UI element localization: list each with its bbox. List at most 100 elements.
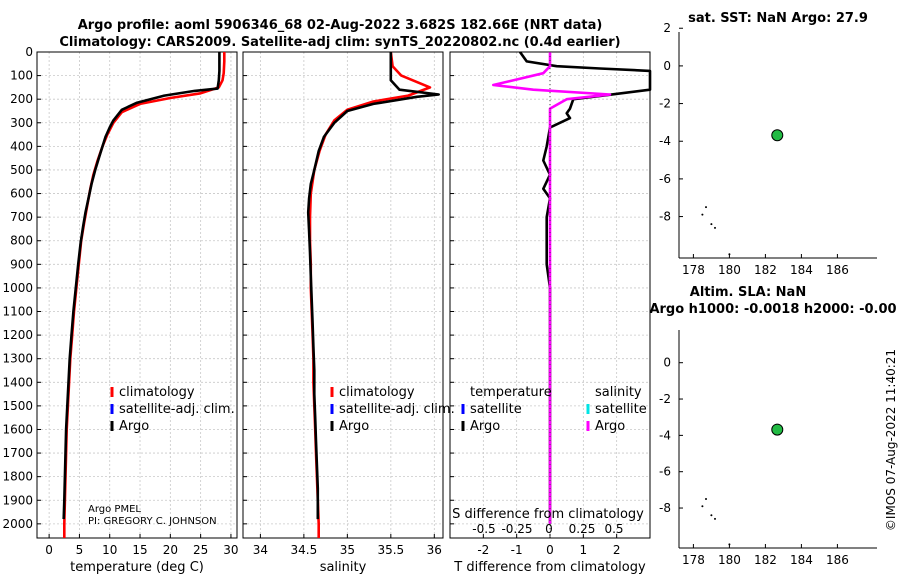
- legend-item-0-2-label: Argo: [119, 419, 149, 434]
- x-tick-label: 34.5: [291, 543, 318, 557]
- x-tick-label: 35.5: [377, 543, 404, 557]
- y-tick-label: 2000: [2, 517, 33, 531]
- map-x-tick-label: 186: [826, 553, 849, 567]
- map-y-tick-label: -4: [659, 134, 671, 148]
- y-tick-label: 1500: [2, 399, 33, 413]
- x-axis-label-2: S difference from climatology: [452, 507, 644, 522]
- legend-t-argo-label: Argo: [470, 419, 500, 434]
- sla-map-title: Altim. SLA: NaN: [690, 285, 806, 300]
- y-tick-label: 700: [10, 210, 33, 224]
- map-y-tick-label: -4: [659, 428, 671, 442]
- y-tick-label: 1700: [2, 446, 33, 460]
- legend-item-1-1-label: satellite-adj. clim.: [339, 402, 455, 417]
- map-y-tick-label: -6: [659, 465, 671, 479]
- legend-item-0-1-label: satellite-adj. clim.: [119, 402, 235, 417]
- x2-tick-label: 0.5: [604, 522, 623, 536]
- map-y-tick-label: -6: [659, 172, 671, 186]
- legend-item-1-2-label: Argo: [339, 419, 369, 434]
- panel-frame-temperature: [36, 51, 238, 539]
- y-tick-label: 900: [10, 257, 33, 271]
- sla-map-subtitle: Argo h1000: -0.0018 h2000: -0.00: [649, 302, 896, 317]
- map-y-tick-label: -2: [659, 392, 671, 406]
- x-tick-label: 1: [580, 543, 588, 557]
- track-point: [728, 543, 731, 546]
- y-tick-label: 500: [10, 163, 33, 177]
- legend-s-argo-label: Argo: [595, 419, 625, 434]
- x-tick-label: 0: [45, 543, 53, 557]
- x-tick-label: 20: [163, 543, 178, 557]
- track-point: [705, 206, 707, 209]
- y-tick-label: 1400: [2, 375, 33, 389]
- y-tick-label: 100: [10, 69, 33, 83]
- series-line-salinity-1: [306, 52, 441, 520]
- credit-line1: Argo PMEL: [88, 504, 141, 515]
- y-tick-label: 1100: [2, 305, 33, 319]
- y-tick-label: 1600: [2, 422, 33, 436]
- y-tick-label: 1000: [2, 281, 33, 295]
- track-point: [705, 497, 707, 500]
- x-tick-label: 34: [253, 543, 268, 557]
- map-y-tick-label: 0: [663, 59, 671, 73]
- map-y-tick-label: 2: [663, 21, 671, 35]
- series-line-temperature-1: [62, 52, 221, 520]
- y-tick-label: 600: [10, 187, 33, 201]
- track-point: [728, 253, 731, 256]
- x-axis-label: T difference from climatology: [453, 560, 646, 575]
- y-tick-label: 1200: [2, 328, 33, 342]
- track-point: [714, 226, 716, 229]
- legend-title-temperature: temperature: [470, 385, 552, 400]
- header-line1: Argo profile: aoml 5906346_68 02-Aug-202…: [78, 18, 603, 33]
- y-tick-label: 0: [25, 45, 33, 59]
- x-axis-label: temperature (deg C): [70, 560, 204, 575]
- panel-frame-salinity: [242, 51, 444, 539]
- x2-tick-label: -0.5: [472, 522, 495, 536]
- map-y-tick-label: 0: [663, 356, 671, 370]
- x2-tick-label: 0: [545, 522, 553, 536]
- map-x-tick-label: 180: [718, 553, 741, 567]
- x-axis-label: salinity: [320, 560, 367, 575]
- map-x-tick-label: 178: [682, 263, 705, 277]
- legend-title-salinity: salinity: [595, 385, 642, 400]
- x-tick-label: 0: [546, 543, 554, 557]
- map-y-tick-label: -2: [659, 97, 671, 111]
- x-tick-label: 25: [193, 543, 208, 557]
- map-x-tick-label: 186: [826, 263, 849, 277]
- y-tick-label: 400: [10, 139, 33, 153]
- legend-s-satellite-label: satellite: [595, 402, 647, 417]
- legend-item-1-0-label: climatology: [339, 385, 415, 400]
- timestamp: ©IMOS 07-Aug-2022 11:40:21: [884, 349, 898, 531]
- legend-item-0-0-label: climatology: [119, 385, 195, 400]
- credit-line2: PI: GREGORY C. JOHNSON: [88, 516, 217, 527]
- y-tick-label: 800: [10, 234, 33, 248]
- track-point: [701, 213, 704, 216]
- x-tick-label: 2: [613, 543, 621, 557]
- map-x-tick-label: 184: [790, 263, 813, 277]
- y-tick-label: 300: [10, 116, 33, 130]
- x-tick-label: -2: [477, 543, 489, 557]
- header-line2: Climatology: CARS2009. Satellite-adj cli…: [59, 35, 620, 50]
- x2-tick-label: 0.25: [569, 522, 596, 536]
- sst-map-title: sat. SST: NaN Argo: 27.9: [688, 11, 868, 26]
- argo-position-marker: [771, 129, 784, 142]
- y-tick-label: 200: [10, 92, 33, 106]
- track-point: [714, 517, 716, 520]
- x-tick-label: 36: [427, 543, 442, 557]
- track-point: [710, 223, 713, 226]
- map-x-tick-label: 182: [754, 263, 777, 277]
- map-x-tick-label: 182: [754, 553, 777, 567]
- map-x-tick-label: 184: [790, 553, 813, 567]
- y-tick-label: 1300: [2, 352, 33, 366]
- map-y-tick-label: -8: [659, 210, 671, 224]
- track-point: [710, 514, 713, 517]
- track-point: [701, 505, 704, 508]
- x-tick-label: 15: [132, 543, 147, 557]
- x-tick-label: -1: [511, 543, 523, 557]
- legend-t-satellite-label: satellite: [470, 402, 522, 417]
- map-x-tick-label: 178: [682, 553, 705, 567]
- x-tick-label: 30: [223, 543, 238, 557]
- map-x-tick-label: 180: [718, 263, 741, 277]
- argo-position-marker: [771, 423, 784, 436]
- y-tick-label: 1800: [2, 470, 33, 484]
- series-line-salinity-0: [308, 51, 432, 538]
